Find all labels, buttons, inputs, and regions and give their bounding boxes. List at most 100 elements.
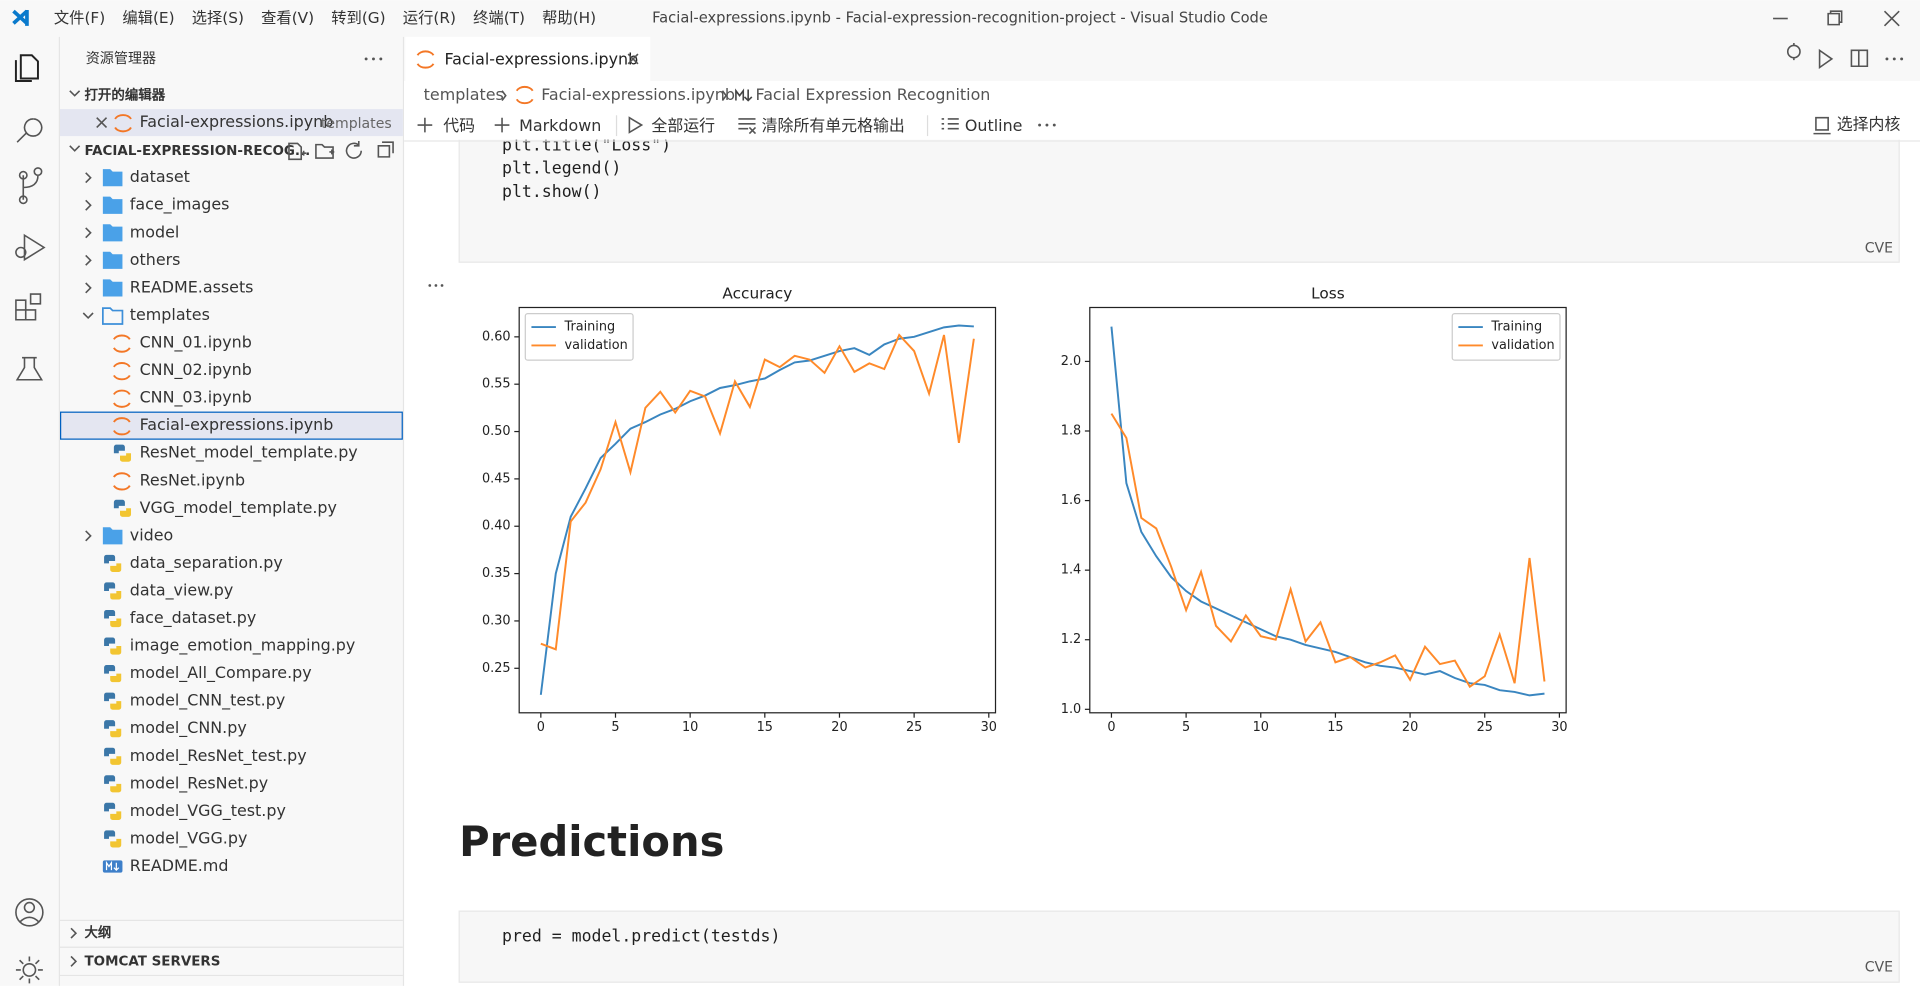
toolbar-button[interactable]: 全部运行 bbox=[651, 116, 715, 135]
cell-language[interactable]: CVE bbox=[1865, 959, 1893, 975]
settings-icon[interactable] bbox=[15, 956, 43, 984]
x-tick-label: 10 bbox=[682, 720, 698, 735]
file-name[interactable]: data_separation.py bbox=[130, 553, 283, 573]
breadcrumb-item[interactable]: templates bbox=[424, 85, 504, 104]
more-actions[interactable] bbox=[364, 57, 383, 61]
folder-name[interactable]: face_images bbox=[130, 195, 230, 215]
toolbar-button[interactable]: Outline bbox=[965, 116, 1023, 135]
x-tick-label: 5 bbox=[1182, 720, 1190, 735]
restore-button[interactable] bbox=[1827, 10, 1843, 26]
file-name[interactable]: model_All_Compare.py bbox=[130, 663, 312, 683]
close-editor[interactable] bbox=[96, 117, 108, 129]
open-editor-row[interactable] bbox=[60, 109, 403, 137]
collapse-all[interactable] bbox=[377, 141, 394, 158]
plot-area bbox=[519, 307, 996, 713]
new-folder[interactable] bbox=[315, 143, 335, 159]
folder-name[interactable]: others bbox=[130, 250, 181, 269]
file-name[interactable]: CNN_01.ipynb bbox=[140, 333, 252, 353]
clear-icon bbox=[738, 118, 757, 135]
section-header[interactable]: TOMCAT SERVERS bbox=[84, 954, 220, 969]
sidebar-title: 资源管理器 bbox=[86, 51, 156, 67]
file-name[interactable]: ResNet.ipynb bbox=[140, 470, 246, 489]
toolbar-button[interactable]: 代码 bbox=[443, 116, 475, 135]
x-tick-label: 15 bbox=[757, 720, 773, 735]
python-icon-yellow bbox=[120, 508, 132, 517]
folder-name[interactable]: model bbox=[130, 222, 180, 241]
file-name[interactable]: model_ResNet_test.py bbox=[130, 746, 307, 766]
code-line: plt.show() bbox=[502, 182, 601, 201]
project-name[interactable]: FACIAL-EXPRESSION-RECOG... bbox=[84, 144, 310, 159]
x-tick-label: 5 bbox=[611, 720, 619, 735]
explorer-icon[interactable] bbox=[14, 54, 39, 82]
file-name[interactable]: face_dataset.py bbox=[130, 608, 257, 628]
tab-title[interactable]: Facial-expressions.ipynb bbox=[444, 50, 638, 69]
menu-item[interactable]: 选择(S) bbox=[192, 9, 244, 27]
menu-item[interactable]: 文件(F) bbox=[54, 9, 105, 27]
new-file[interactable] bbox=[288, 142, 307, 161]
folder-name[interactable]: templates bbox=[130, 305, 210, 324]
folder-name[interactable]: README.assets bbox=[130, 277, 254, 296]
source-control-icon[interactable] bbox=[18, 167, 43, 205]
toolbar-button[interactable]: Markdown bbox=[519, 116, 601, 135]
testing-icon[interactable] bbox=[15, 356, 44, 381]
extensions-icon[interactable] bbox=[15, 293, 42, 321]
settings-action[interactable] bbox=[1786, 43, 1801, 61]
x-tick-label: 10 bbox=[1253, 720, 1269, 735]
section-header[interactable]: 打开的编辑器 bbox=[84, 87, 165, 104]
file-name[interactable]: model_CNN_test.py bbox=[130, 691, 285, 711]
file-name[interactable]: model_CNN.py bbox=[130, 718, 247, 738]
breadcrumb-item[interactable]: Facial-expressions.ipynb bbox=[541, 85, 735, 104]
file-name[interactable]: image_emotion_mapping.py bbox=[130, 636, 356, 656]
file-name[interactable]: CNN_03.ipynb bbox=[140, 388, 252, 408]
run-debug-icon[interactable] bbox=[15, 233, 46, 262]
python-icon-yellow bbox=[110, 673, 122, 683]
close-button[interactable] bbox=[1883, 10, 1900, 27]
cell-language[interactable]: CVE bbox=[1865, 241, 1893, 257]
y-tick-label: 0.60 bbox=[482, 329, 511, 344]
tab[interactable] bbox=[405, 36, 651, 81]
file-name[interactable]: CNN_02.ipynb bbox=[140, 360, 252, 380]
file-name[interactable]: README.md bbox=[130, 856, 229, 875]
split-action[interactable] bbox=[1850, 49, 1869, 68]
menu-item[interactable]: 转到(G) bbox=[331, 9, 385, 27]
code-cell[interactable] bbox=[458, 910, 1900, 983]
more-actions[interactable] bbox=[1038, 123, 1056, 127]
run-action[interactable] bbox=[1818, 48, 1834, 70]
toolbar-button[interactable]: 清除所有单元格输出 bbox=[762, 116, 905, 135]
file-name[interactable]: model_VGG.py bbox=[130, 828, 248, 848]
menu-item[interactable]: 帮助(H) bbox=[542, 9, 596, 27]
search-icon[interactable] bbox=[16, 118, 43, 143]
refresh[interactable] bbox=[345, 140, 363, 159]
add-icon bbox=[494, 117, 510, 133]
more-actions[interactable] bbox=[1885, 57, 1904, 61]
file-name[interactable]: model_ResNet.py bbox=[130, 773, 268, 793]
chart-title: Accuracy bbox=[722, 285, 792, 303]
menu-item[interactable]: 查看(V) bbox=[261, 9, 314, 27]
file-name[interactable]: ResNet_model_template.py bbox=[140, 443, 358, 463]
menu-item[interactable]: 终端(T) bbox=[473, 9, 525, 27]
folder-open-icon bbox=[102, 307, 124, 325]
close-tab[interactable] bbox=[627, 53, 639, 65]
chevron bbox=[69, 90, 81, 97]
file-name[interactable]: data_view.py bbox=[130, 580, 234, 600]
breadcrumb-item[interactable]: Facial Expression Recognition bbox=[756, 85, 991, 104]
output-actions[interactable] bbox=[428, 284, 444, 287]
kernel-picker[interactable]: 选择内核 bbox=[1837, 115, 1901, 134]
folder-name[interactable]: video bbox=[130, 525, 173, 544]
menu-item[interactable]: 运行(R) bbox=[403, 9, 456, 27]
code-cell[interactable] bbox=[458, 121, 1900, 263]
menu-bar: 文件(F) 编辑(E) 选择(S) 查看(V) 转到(G) 运行(R) 终端(T) 帮助(H) bbox=[54, 9, 596, 27]
folder-name[interactable]: dataset bbox=[130, 167, 190, 186]
y-tick-label: 1.6 bbox=[1061, 493, 1081, 508]
file-name[interactable]: model_VGG_test.py bbox=[130, 801, 286, 821]
python-icon-blue bbox=[113, 499, 125, 509]
x-tick-label: 25 bbox=[906, 720, 922, 735]
x-tick-label: 0 bbox=[1107, 720, 1115, 735]
file-name[interactable]: VGG_model_template.py bbox=[140, 498, 337, 518]
section-header[interactable]: 大纲 bbox=[84, 924, 111, 941]
accounts-icon[interactable] bbox=[15, 898, 44, 927]
menu-item[interactable]: 编辑(E) bbox=[122, 9, 174, 27]
file-name[interactable]: Facial-expressions.ipynb bbox=[140, 415, 334, 434]
